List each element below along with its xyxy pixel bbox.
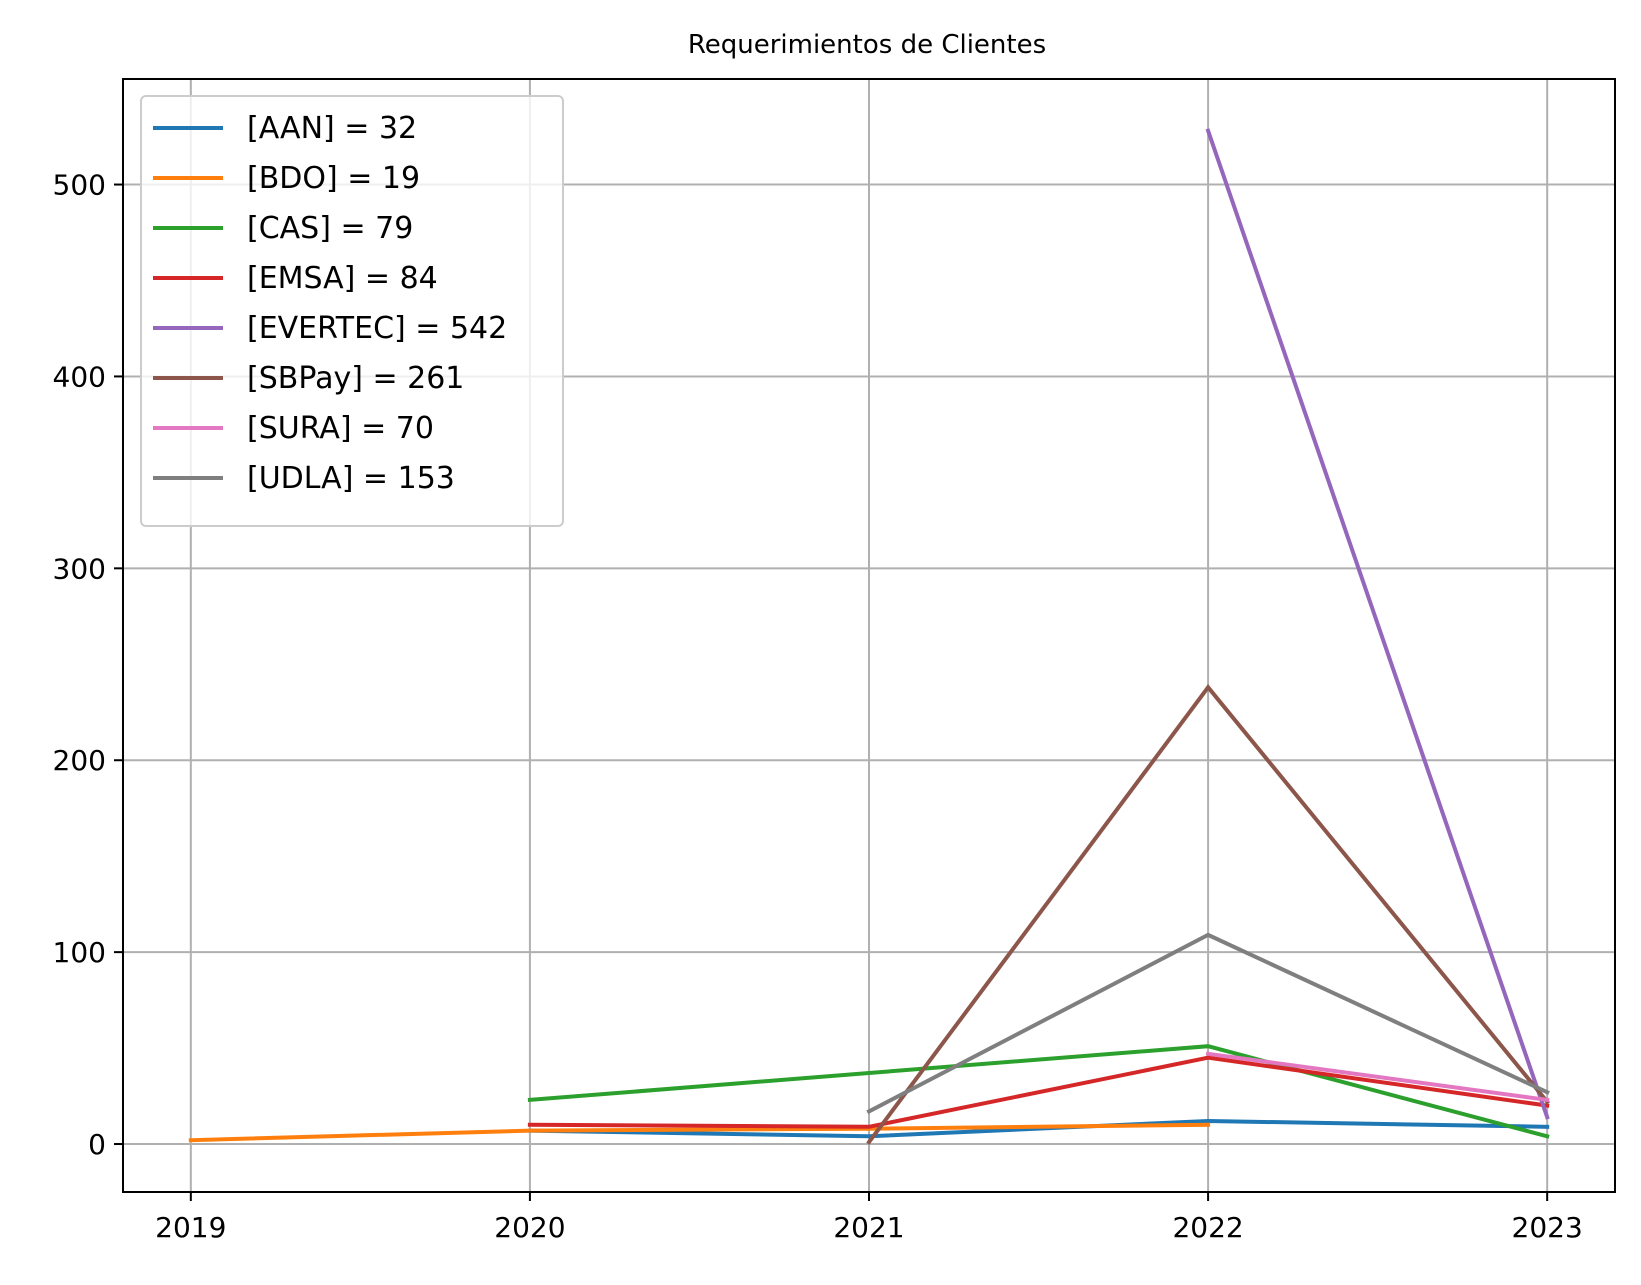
series-line <box>527 1044 1550 1139</box>
legend-box <box>140 95 564 527</box>
y-tick-label: 300 <box>53 552 106 585</box>
axis-ticks: 2019 2020 2021 2022 2023 0 100 200 300 400 500 <box>53 169 1583 1244</box>
legend: [AAN] = 32 [BDO] = 19 [CAS] = 79 [EMSA] = 8… <box>140 95 564 527</box>
legend-label: [SURA] = 70 <box>247 411 434 446</box>
legend-label: [UDLA] = 153 <box>247 461 455 496</box>
legend-label: [AAN] = 32 <box>247 111 417 146</box>
grid-lines <box>123 79 1615 1192</box>
series-lines <box>188 128 1551 1145</box>
y-tick-label: 400 <box>53 360 106 393</box>
legend-label: [CAS] = 79 <box>247 211 413 246</box>
series-line <box>1205 128 1550 1120</box>
chart-title: Requerimientos de Clientes <box>688 30 1046 60</box>
legend-label: [EMSA] = 84 <box>247 261 438 296</box>
series-line <box>866 684 1551 1145</box>
x-tick-label: 2020 <box>494 1211 565 1244</box>
legend-label: [BDO] = 19 <box>247 161 420 196</box>
legend-label: [EVERTEC] = 542 <box>247 311 507 346</box>
series-line <box>866 932 1550 1115</box>
x-tick-label: 2021 <box>833 1211 904 1244</box>
y-tick-label: 100 <box>53 936 106 969</box>
y-tick-label: 200 <box>53 744 106 777</box>
y-tick-label: 500 <box>53 169 106 202</box>
x-tick-label: 2023 <box>1512 1211 1583 1244</box>
x-tick-label: 2022 <box>1172 1211 1243 1244</box>
series-line <box>188 1122 1211 1143</box>
series-line <box>527 1055 1550 1129</box>
y-tick-label: 0 <box>88 1128 106 1161</box>
legend-label: [SBPay] = 261 <box>247 361 464 396</box>
series-line <box>1205 1051 1550 1103</box>
x-tick-label: 2019 <box>155 1211 226 1244</box>
